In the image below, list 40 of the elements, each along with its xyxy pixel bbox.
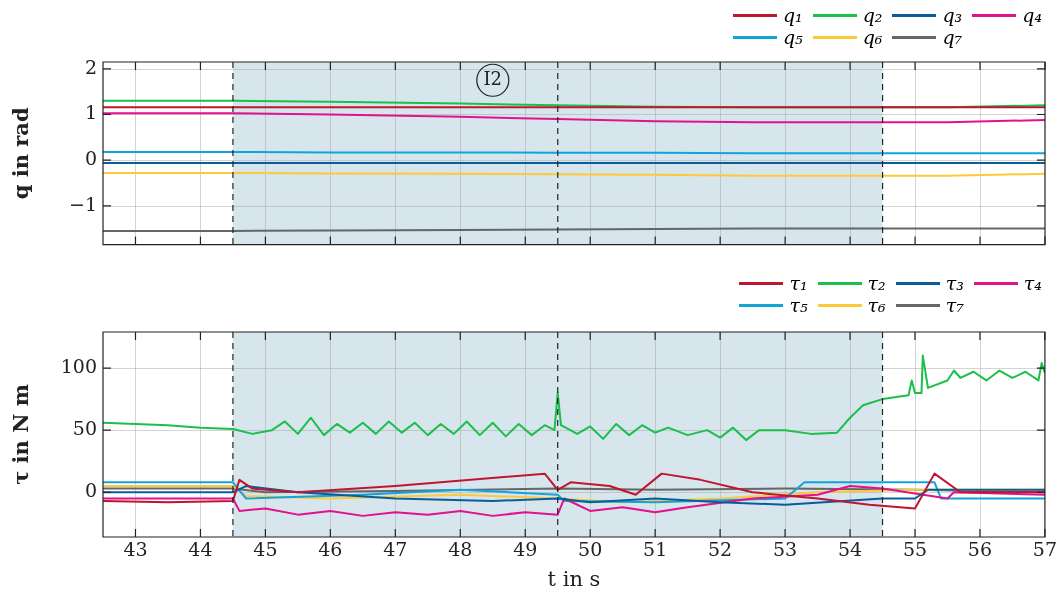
x-tick-label: 49 xyxy=(513,538,538,561)
x-axis-title: t in s xyxy=(547,566,601,591)
legend-label: q₃ xyxy=(942,4,963,26)
x-tick-label: 50 xyxy=(578,538,603,561)
legend-label: q₇ xyxy=(942,26,963,48)
x-tick-label: 44 xyxy=(188,538,213,561)
y-tick-label: 2 xyxy=(84,55,97,78)
legend-label: τ₂ xyxy=(867,272,886,294)
x-tick-label: 46 xyxy=(318,538,343,561)
y-tick-label: 0 xyxy=(84,479,97,502)
legend-label: q₄ xyxy=(1022,4,1042,26)
y-tick-label: −1 xyxy=(68,192,97,215)
x-tick-label: 52 xyxy=(708,538,733,561)
legend-label: τ₄ xyxy=(1023,272,1042,294)
y-tick-label: 1 xyxy=(84,101,97,124)
legend-label: τ₇ xyxy=(945,294,964,316)
legend-label: q₅ xyxy=(782,26,803,48)
legend-label: q₂ xyxy=(862,4,883,26)
x-tick-label: 48 xyxy=(448,538,473,561)
legend-label: τ₅ xyxy=(789,294,808,316)
annotation: I2 xyxy=(483,67,503,89)
legend-label: τ₁ xyxy=(789,272,808,294)
x-tick-label: 47 xyxy=(383,538,408,561)
x-tick-label: 43 xyxy=(123,538,148,561)
legend-label: τ₆ xyxy=(867,294,886,316)
x-tick-label: 45 xyxy=(253,538,278,561)
y-tick-label: 100 xyxy=(60,354,97,377)
y-tick-label: 0 xyxy=(84,147,97,170)
legend-label: q₁ xyxy=(782,4,803,26)
x-tick-label: 56 xyxy=(967,538,993,561)
legend-label: q₆ xyxy=(862,26,883,48)
x-tick-label: 55 xyxy=(902,538,928,561)
x-tick-label: 57 xyxy=(1032,538,1058,561)
x-tick-label: 54 xyxy=(837,538,863,561)
x-tick-label: 53 xyxy=(772,538,798,561)
y-axis-title: τ in N m xyxy=(8,384,34,485)
x-tick-label: 51 xyxy=(643,538,668,561)
y-tick-label: 50 xyxy=(72,417,97,440)
y-axis-title: q in rad xyxy=(8,107,34,200)
legend-label: τ₃ xyxy=(945,272,964,294)
